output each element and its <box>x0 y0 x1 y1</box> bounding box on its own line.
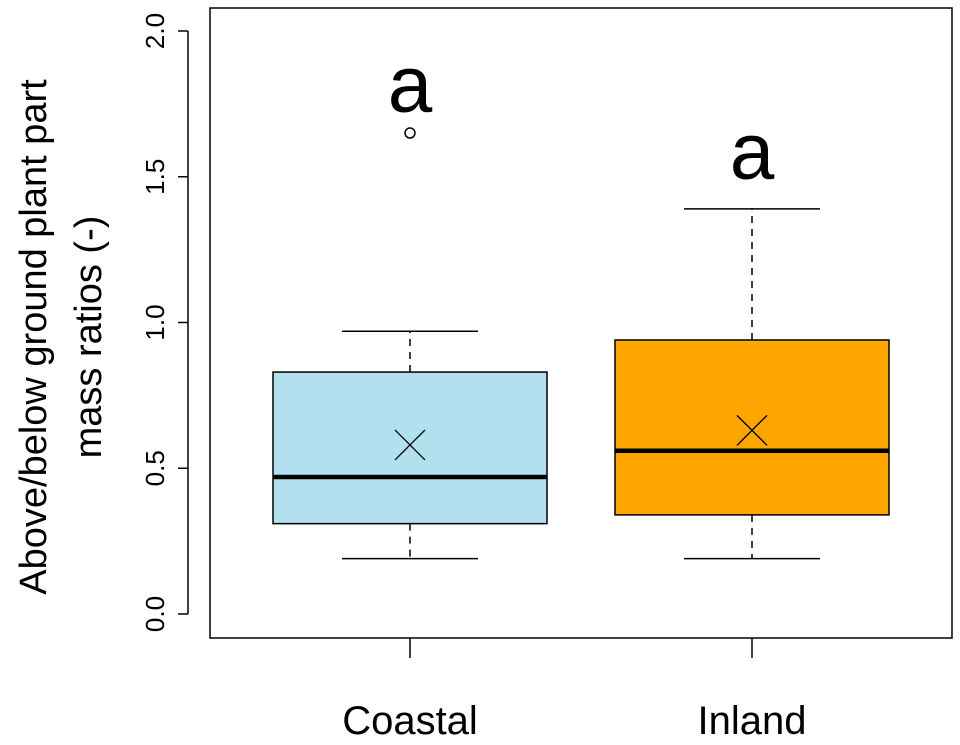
significance-letter: a <box>730 106 775 195</box>
x-tick-label-inland: Inland <box>698 699 807 743</box>
box-coastal: a <box>272 39 548 560</box>
y-tick-label: 1.5 <box>140 159 170 195</box>
y-axis-label-line-1: Above/below ground plant part <box>13 79 55 595</box>
y-tick-label: 2.0 <box>140 13 170 49</box>
y-tick-label: 0.5 <box>140 450 170 486</box>
iqr-box <box>614 339 890 516</box>
x-tick-label-coastal: Coastal <box>342 699 478 743</box>
y-tick-label: 1.0 <box>140 304 170 340</box>
y-axis-label-line-2: mass ratios (-) <box>68 216 110 459</box>
box-series: aa <box>272 39 890 560</box>
x-axis-ticks: Coastal Inland <box>342 638 806 743</box>
y-tick-label: 0.0 <box>140 596 170 632</box>
box-inland: a <box>614 106 890 560</box>
y-axis-ticks: 0.0 0.5 1.0 1.5 2.0 <box>140 13 188 632</box>
mean-marker <box>736 414 768 446</box>
mean-marker <box>394 429 426 461</box>
plot-frame <box>209 7 953 639</box>
outlier-point <box>404 127 416 139</box>
significance-letter: a <box>388 39 433 128</box>
iqr-box <box>272 371 548 525</box>
